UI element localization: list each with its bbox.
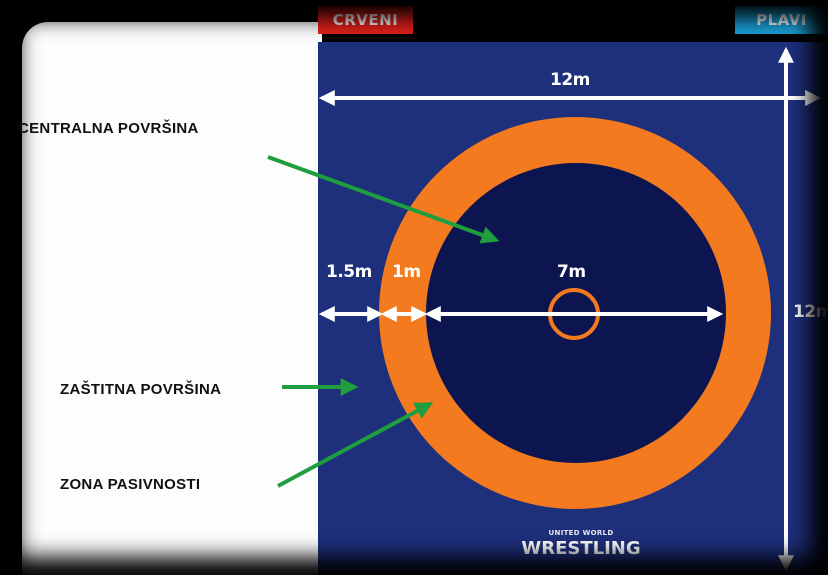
central-surface-label: CENTRALNA POVRŠINA [18, 120, 199, 137]
central-diameter-label: 7m [557, 262, 586, 282]
width-dimension-label: 12m [550, 70, 590, 90]
uww-logo-subtitle: UNITED WORLD [548, 529, 614, 537]
passivity-zone-pointer [277, 402, 434, 488]
protection-surface-label: ZAŠTITNA POVRŠINA [60, 381, 222, 398]
legend-panel [22, 22, 322, 575]
red-corner-label: CRVENI [318, 6, 413, 34]
red-corner-text: CRVENI [332, 6, 399, 34]
height-dimension-label: 12m [793, 302, 828, 322]
passivity-width-label: 1m [392, 262, 421, 282]
blue-corner-text: PLAVI [756, 11, 807, 29]
passivity-zone-label: ZONA PASIVNOSTI [60, 476, 201, 493]
central-surface-pointer [267, 155, 500, 244]
blue-corner-label: PLAVI [735, 6, 828, 34]
protection-width-label: 1.5m [326, 262, 372, 282]
uww-logo-title: WRESTLING [521, 538, 641, 559]
